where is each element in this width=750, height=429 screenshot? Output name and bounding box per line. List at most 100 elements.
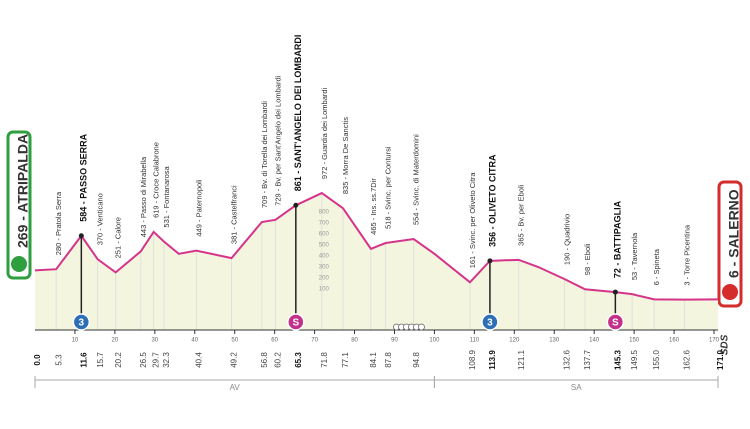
place-label: 161 - Svinc. per Oliveto Citra [468,172,477,269]
x-tick-label: 90 [391,338,398,344]
x-tick-label: 160 [669,338,680,344]
marker-label: 3 [487,318,493,329]
place-label: 518 - Svinc. per Contursi [384,146,393,229]
place-label: 98 - Eboli [583,243,592,275]
x-tick-label: 120 [509,338,520,344]
marker-label: S [292,318,299,329]
marker [287,313,305,331]
km-label: 60.2 [274,352,283,368]
start-label: 269 - ATRIPALDA [15,134,31,248]
place-label: 554 - Svinc. di Materdomini [412,134,421,225]
km-label: 77.1 [341,352,350,368]
y-tick-label: 300 [319,265,330,271]
finish-frame [717,180,743,308]
x-tick-label: 80 [351,338,358,344]
y-tick-label: 700 [319,221,330,227]
place-label: 3 - Torre Picentina [682,224,691,286]
km-label: 162.6 [683,349,692,370]
km-label: 84.1 [369,352,378,368]
place-label: 6 - Spineta [652,248,661,285]
y-tick-label: 600 [319,232,330,238]
place-label-bold: 356 - OLIVETO CITRA [487,154,497,247]
km-label: 132.6 [563,349,572,370]
place-label: 381 - Castelfranci [229,185,238,244]
x-tick-label: 30 [151,338,158,344]
start-icon [11,256,27,272]
km-label: 71.8 [320,352,329,368]
point [487,258,493,264]
y-tick-label: 500 [319,243,330,249]
place-label: 449 - Paternopoli [194,179,203,236]
finish-box: 6 - SALERNO [717,180,743,308]
logo: SDS [720,334,731,355]
profile-line [34,191,719,301]
place-label: 972 - Guardia dei Lombardi [320,87,329,179]
km-label: 56.8 [260,352,269,368]
plot: 100 200 300 400 500 600 700 800 280 - Pratola Se… [33,35,725,392]
x-tick-label: 140 [589,338,600,344]
place-label: 53 - Tavernola [630,232,639,280]
marker [481,313,499,331]
km-label: 11.6 [79,352,88,368]
x-tick-label: 10 [72,338,79,344]
area-fill [35,193,718,330]
x-tick-label: 150 [629,338,640,344]
place-label: 190 - Quadrivio [563,214,572,265]
place-label: 251 - Calore [114,217,123,258]
finish-icon [722,284,738,300]
km-label: 113.9 [488,350,497,370]
km-label: 5.3 [54,354,63,366]
point [78,233,84,239]
km-label: 40.4 [194,352,203,368]
km-label: 26.5 [139,352,148,368]
km-label: 108.9 [468,349,477,370]
marker-label: S [612,318,619,329]
region-label: SA [571,383,582,392]
region-label: AV [230,383,241,392]
km-label: 20.2 [114,352,123,368]
km-label: 171.0 [716,349,725,370]
km-label: 145.3 [613,349,622,370]
x-tick-label: 70 [311,338,318,344]
finish-label: 6 - SALERNO [726,189,742,278]
km-label: 29.7 [152,352,161,368]
place-label: 729 - Bv. per Sant'Angelo dei Lombardi [273,75,282,205]
x-tick-label: 100 [429,338,440,344]
place-label-bold: 584 - PASSO SERRA [79,133,89,221]
x-tick-label: 60 [271,338,278,344]
x-tick-label: 50 [231,338,238,344]
y-tick-label: 400 [319,254,330,260]
km-label: 0.0 [33,354,42,366]
start-frame [6,130,32,280]
place-label-bold: 861 - SANT'ANGELO DEI LOMBARDI [293,35,303,192]
place-label: 370 - Venticano [96,193,105,245]
place-label: 443 - Passo di Mirabella [139,156,148,237]
marker-label: 3 [79,318,85,329]
chain-icon [418,323,425,331]
x-tick-label: 20 [112,338,119,344]
place-label: 465 - Ins. ss.7Dir [369,178,378,235]
point [612,289,618,295]
km-label: 121.1 [517,349,526,370]
km-label: 149.5 [630,349,639,370]
place-label: 365 - Bv. per Eboli [517,184,526,245]
km-label: 15.7 [96,352,105,368]
km-label: 65.3 [294,352,303,368]
place-label-bold: 72 - BATTIPAGLIA [613,200,623,278]
km-label: 32.3 [162,352,171,368]
x-tick-label: 40 [191,338,198,344]
place-label: 280 - Pratola Serra [54,191,63,255]
place-label: 709 - Bv. di Torella dei Lombardi [260,101,269,208]
y-tick-label: 200 [319,276,330,282]
km-label: 49.2 [230,352,239,368]
place-label: 619 - Croce Calabrone [152,142,161,218]
marker [72,313,91,331]
km-label: 87.8 [384,352,393,368]
km-label: 155.0 [652,349,661,370]
place-label: 531 - Fontanarosa [162,165,171,227]
y-tick-label: 800 [319,210,330,216]
x-tick-label: 170 [709,338,720,344]
start-box: 269 - ATRIPALDA [6,130,32,280]
x-tick-label: 130 [549,338,560,344]
